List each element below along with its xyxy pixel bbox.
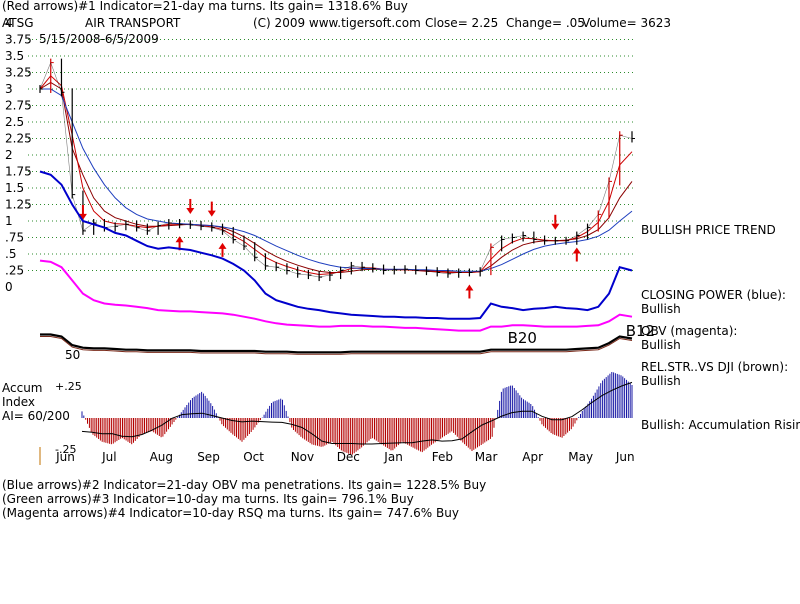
price-axis: 43.753.53.2532.752.52.2521.751.51.251.75… [5,16,32,294]
signal-arrows [78,198,581,299]
accum-title-line-3: AI= 60/200 [2,409,70,423]
accumulation-ma-line [81,381,633,445]
price-tick-label: .75 [5,231,24,245]
footer-line-1: (Blue arrows)#2 Indicator=21-day OBV ma … [2,478,486,492]
volume-label: Volume= 3623 [582,16,671,30]
closing-power-label: CLOSING POWER (blue): [641,288,786,302]
month-label: Apr [522,450,543,464]
price-tick-label: 1.5 [5,181,24,195]
change-label: Change= .05 [506,16,585,30]
month-label: Feb [432,450,453,464]
month-label: Jun [615,450,635,464]
accumulation-histogram [81,372,633,455]
price-tick-label: 1 [5,214,13,228]
buy-arrow-head [465,284,474,291]
price-tick-label: 0 [5,280,13,294]
month-label: Jul [101,450,116,464]
price-tick-label: 2.75 [5,99,32,113]
obv-label: OBV (magenta): [641,324,737,338]
sector-label: AIR TRANSPORT [85,16,181,30]
indicator-lines [39,170,633,355]
moving-average-line [39,81,633,273]
accum-upper-label: +.25 [55,380,82,393]
sell-arrow-head [186,207,195,214]
price-tick-label: 3.25 [5,66,32,80]
month-label: May [568,450,593,464]
price-tick-label: 3 [5,82,13,96]
month-label: Oct [243,450,264,464]
rel-strength-line [40,333,633,354]
price-trend-label: BULLISH PRICE TREND [641,223,776,237]
month-label: Aug [150,450,173,464]
signal-label: B20 [508,329,537,347]
signal-label: B12 [626,322,655,340]
closing-power-line [39,170,633,320]
signal-labels: B20 B12 [508,322,655,347]
price-tick-label: 4 [5,16,13,30]
price-tick-label: 1.75 [5,165,32,179]
accum-title-line-2: Index [2,395,35,409]
price-close-line [39,61,633,278]
month-label: Dec [337,450,360,464]
obv-status: Bullish [641,338,681,352]
accum-title-line-1: Accum [2,381,43,395]
closing-power-status: Bullish [641,302,681,316]
chart-title: (Red arrows)#1 Indicator=21-day ma turns… [2,0,408,13]
accum-lower-label: -.25 [55,443,76,456]
footer-line-2: (Green arrows)#3 Indicator=10-day ma tur… [2,492,414,506]
rel-strength-label: REL.STR..VS DJI (brown): [641,360,788,374]
price-tick-label: 1.25 [5,198,32,212]
footer-line-3: (Magenta arrows)#4 Indicator=10-day RSQ … [2,506,459,520]
copyright-label: (C) 2009 www.tigersoft.com [253,16,421,30]
month-label: Sep [197,450,220,464]
sell-arrow-head [78,213,87,220]
price-bars [39,58,635,282]
date-range: 5/15/2008-6/5/2009 [39,32,159,46]
price-gridlines [28,39,636,271]
ticker-label: ATSG [2,16,34,30]
price-tick-label: 3.5 [5,49,24,63]
price-tick-label: .25 [5,264,24,278]
month-label: Nov [291,450,314,464]
rel-strength-status: Bullish [641,374,681,388]
price-tick-label: 2 [5,148,13,162]
buy-arrow-head [175,236,184,243]
month-label: Jun [55,450,75,464]
rel-strength-line-label: 50 [65,348,80,362]
rel-strength-brown-line [40,336,633,355]
obv-line [39,259,633,332]
accumulation-status: Bullish: Accumulation Rising [641,418,800,432]
price-tick-label: 2.25 [5,132,32,146]
buy-arrow-head [572,247,581,254]
price-tick-label: .5 [5,247,16,261]
price-tick-label: 2.5 [5,115,24,129]
sell-arrow-head [551,223,560,230]
month-label: Jan [383,450,403,464]
date-axis: Jun Jul Aug Sep Oct Nov Dec Jan Feb Mar Apr May Jun [55,450,635,464]
close-label: Close= 2.25 [425,16,498,30]
buy-arrow-head [218,242,227,249]
sell-arrow-head [207,210,216,217]
month-label: Mar [475,450,498,464]
price-tick-label: 3.75 [5,33,32,47]
moving-average-line [40,88,633,272]
